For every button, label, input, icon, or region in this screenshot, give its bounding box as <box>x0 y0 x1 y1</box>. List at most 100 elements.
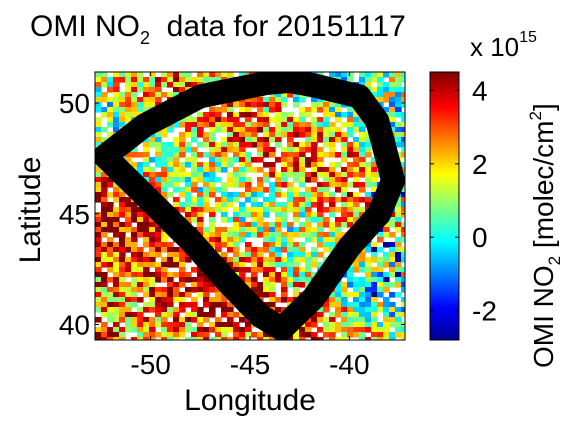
no2-cell <box>347 307 354 313</box>
no2-cell <box>209 327 216 333</box>
no2-cell <box>305 322 312 328</box>
no2-cell <box>377 322 384 328</box>
no2-cell <box>401 72 405 78</box>
no2-cell <box>125 117 132 123</box>
no2-cell <box>287 272 294 278</box>
no2-cell <box>227 237 234 243</box>
no2-cell <box>137 77 144 83</box>
no2-cell <box>173 142 180 148</box>
no2-cell <box>287 192 294 198</box>
no2-cell <box>227 317 234 323</box>
no2-cell <box>131 212 138 218</box>
no2-cell <box>281 177 288 183</box>
no2-cell <box>95 272 102 278</box>
no2-cell <box>191 147 198 153</box>
no2-cell <box>179 247 186 253</box>
no2-cell <box>275 232 282 238</box>
no2-cell <box>209 137 216 143</box>
no2-cell <box>347 332 354 338</box>
no2-cell <box>197 332 204 338</box>
no2-cell <box>257 142 264 148</box>
no2-cell <box>353 297 360 303</box>
no2-cell <box>95 277 102 283</box>
no2-cell <box>287 247 294 253</box>
no2-cell <box>191 267 198 273</box>
no2-cell <box>197 327 204 333</box>
no2-cell <box>185 257 192 263</box>
no2-cell <box>353 142 360 148</box>
no2-cell <box>281 117 288 123</box>
no2-cell <box>185 147 192 153</box>
no2-cell <box>305 162 312 168</box>
no2-cell <box>137 252 144 258</box>
no2-cell <box>155 262 162 268</box>
no2-cell <box>389 92 396 98</box>
no2-cell <box>311 107 318 113</box>
no2-cell <box>323 117 330 123</box>
no2-cell <box>179 302 186 308</box>
no2-cell <box>137 212 144 218</box>
no2-cell <box>389 217 396 223</box>
no2-cell <box>101 82 108 88</box>
no2-cell <box>137 307 144 313</box>
no2-cell <box>239 167 246 173</box>
no2-cell <box>161 332 168 338</box>
no2-cell <box>245 167 252 173</box>
no2-cell <box>329 137 336 143</box>
no2-cell <box>311 147 318 153</box>
no2-cell <box>221 242 228 248</box>
no2-cell <box>365 177 372 183</box>
no2-cell <box>275 132 282 138</box>
no2-cell <box>371 322 378 328</box>
no2-cell <box>101 322 108 328</box>
no2-cell <box>119 202 126 208</box>
no2-cell <box>251 267 258 273</box>
no2-cell <box>293 217 300 223</box>
no2-cell <box>215 197 222 203</box>
no2-cell <box>317 132 324 138</box>
no2-cell <box>233 192 240 198</box>
no2-cell <box>203 297 210 303</box>
no2-cell <box>185 82 192 88</box>
no2-cell <box>245 212 252 218</box>
no2-cell <box>125 297 132 303</box>
no2-cell <box>101 212 108 218</box>
no2-cell <box>161 247 168 253</box>
no2-cell <box>125 242 132 248</box>
no2-cell <box>221 152 228 158</box>
no2-cell <box>287 277 294 283</box>
no2-cell <box>311 217 318 223</box>
no2-cell <box>191 82 198 88</box>
no2-cell <box>371 72 378 78</box>
no2-cell <box>107 337 114 340</box>
no2-cell <box>107 112 114 118</box>
no2-cell <box>191 187 198 193</box>
no2-cell <box>197 142 204 148</box>
no2-cell <box>395 227 402 233</box>
no2-cell <box>401 327 405 333</box>
no2-cell <box>299 192 306 198</box>
no2-cell <box>137 312 144 318</box>
no2-cell <box>371 267 378 273</box>
no2-cell <box>125 102 132 108</box>
no2-cell <box>329 232 336 238</box>
no2-cell <box>365 322 372 328</box>
y-tick-label: 50 <box>59 88 90 119</box>
no2-cell <box>365 172 372 178</box>
no2-cell <box>239 317 246 323</box>
no2-cell <box>167 297 174 303</box>
no2-cell <box>395 127 402 133</box>
no2-cell <box>347 292 354 298</box>
no2-cell <box>275 202 282 208</box>
no2-cell <box>245 282 252 288</box>
no2-cell <box>221 162 228 168</box>
no2-cell <box>101 297 108 303</box>
no2-cell <box>143 307 150 313</box>
no2-cell <box>287 207 294 213</box>
no2-cell <box>233 262 240 268</box>
no2-cell <box>359 317 366 323</box>
no2-cell <box>299 207 306 213</box>
no2-cell <box>269 102 276 108</box>
no2-cell <box>389 242 396 248</box>
no2-cell <box>341 337 348 340</box>
